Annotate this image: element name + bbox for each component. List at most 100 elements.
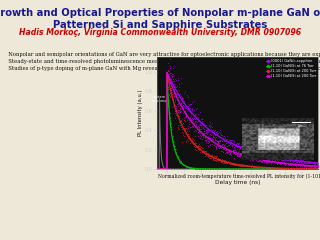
Point	[223, 159, 228, 162]
Point	[313, 167, 318, 171]
Point	[302, 167, 307, 171]
Point	[299, 164, 304, 168]
Point	[168, 71, 173, 75]
Point	[284, 158, 289, 162]
Point	[282, 161, 287, 165]
Point	[311, 164, 316, 168]
Point	[236, 167, 241, 171]
Point	[168, 89, 173, 92]
Point	[179, 105, 184, 109]
Point	[188, 166, 193, 169]
Point	[287, 158, 292, 162]
Y-axis label: PL Intensity (a.u.): PL Intensity (a.u.)	[139, 90, 143, 136]
Point	[222, 161, 227, 165]
Point	[306, 164, 311, 168]
Point	[301, 163, 306, 167]
Point	[283, 162, 288, 166]
Point	[259, 151, 264, 155]
Point	[209, 153, 214, 157]
Point	[303, 167, 308, 171]
Point	[234, 163, 239, 167]
Point	[287, 167, 292, 171]
Point	[203, 167, 208, 171]
Point	[180, 161, 185, 165]
Point	[268, 167, 274, 171]
Point	[206, 128, 212, 132]
Point	[247, 164, 252, 168]
Point	[195, 119, 200, 123]
Point	[220, 139, 225, 143]
Point	[291, 167, 296, 171]
Point	[268, 156, 274, 160]
Point	[234, 162, 239, 166]
Point	[242, 167, 247, 171]
Point	[231, 156, 236, 160]
Point	[237, 154, 243, 158]
Point	[225, 167, 230, 171]
Point	[307, 167, 312, 171]
Point	[316, 167, 320, 171]
Point	[307, 164, 312, 168]
Point	[193, 167, 198, 170]
Point	[233, 167, 238, 171]
Point	[258, 153, 263, 157]
Point	[212, 128, 217, 132]
Point	[268, 159, 273, 163]
Point	[280, 166, 285, 170]
Point	[215, 129, 220, 132]
Point	[208, 153, 213, 157]
Point	[217, 158, 222, 162]
Point	[294, 163, 300, 167]
Point	[243, 150, 248, 154]
Point	[252, 167, 257, 171]
Point	[293, 167, 298, 171]
Point	[225, 161, 230, 165]
Point	[194, 120, 199, 123]
Point	[212, 167, 217, 171]
Point	[199, 131, 204, 135]
Point	[176, 120, 181, 124]
Point	[203, 123, 208, 126]
Point	[313, 167, 318, 171]
Point	[260, 159, 265, 163]
Point	[296, 160, 301, 163]
Point	[274, 166, 279, 170]
Point	[200, 167, 205, 171]
Point	[253, 156, 258, 160]
Point	[263, 158, 268, 162]
Point	[187, 136, 192, 140]
Point	[262, 158, 267, 162]
Point	[183, 126, 188, 129]
Point	[265, 159, 270, 163]
Point	[221, 167, 226, 171]
Point	[277, 166, 282, 170]
Point	[192, 124, 197, 128]
Point	[268, 165, 273, 169]
Point	[183, 111, 188, 115]
Point	[252, 167, 257, 171]
Point	[250, 165, 255, 169]
Point	[271, 166, 276, 170]
Point	[278, 157, 283, 161]
Point	[300, 162, 306, 166]
Point	[195, 125, 200, 129]
Point	[181, 101, 186, 105]
Point	[291, 157, 296, 161]
Point	[234, 162, 239, 166]
Point	[187, 122, 192, 126]
Point	[176, 95, 181, 98]
Point	[197, 146, 202, 150]
Point	[282, 156, 287, 160]
Point	[186, 166, 191, 169]
Point	[236, 151, 241, 155]
Point	[192, 167, 197, 171]
Point	[215, 139, 220, 143]
Point	[185, 136, 190, 140]
Point	[301, 160, 306, 164]
Point	[244, 167, 250, 171]
Point	[272, 166, 277, 170]
Point	[315, 161, 320, 165]
Point	[306, 167, 311, 171]
Point	[198, 145, 203, 149]
Point	[299, 167, 304, 171]
